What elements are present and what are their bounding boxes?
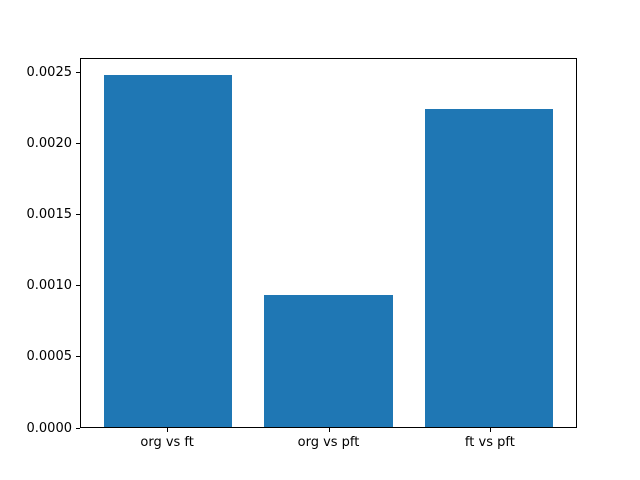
y-axis-tick	[76, 214, 80, 216]
y-tick-label: 0.0020	[26, 135, 73, 151]
y-axis-tick	[76, 142, 80, 144]
y-tick-label: 0.0015	[26, 207, 73, 223]
y-axis-tick	[76, 356, 80, 358]
bar-ft-vs-pft	[424, 108, 554, 427]
x-axis-tick	[167, 428, 169, 432]
y-axis-tick	[76, 285, 80, 287]
bar-org-vs-ft	[103, 74, 233, 427]
y-tick-label: 0.0025	[26, 64, 73, 80]
x-tick-label: org vs ft	[140, 435, 194, 450]
y-axis-tick	[76, 71, 80, 73]
y-tick-label: 0.0000	[26, 420, 73, 436]
x-axis-tick	[489, 428, 491, 432]
x-tick-label: ft vs pft	[464, 435, 515, 450]
x-axis-tick	[328, 428, 330, 432]
y-tick-label: 0.0010	[26, 278, 73, 294]
x-tick-label: org vs pft	[297, 435, 360, 450]
y-tick-label: 0.0005	[26, 349, 73, 365]
bar-org-vs-pft	[264, 295, 393, 427]
y-axis-tick	[76, 427, 80, 429]
plot-area	[80, 58, 577, 428]
